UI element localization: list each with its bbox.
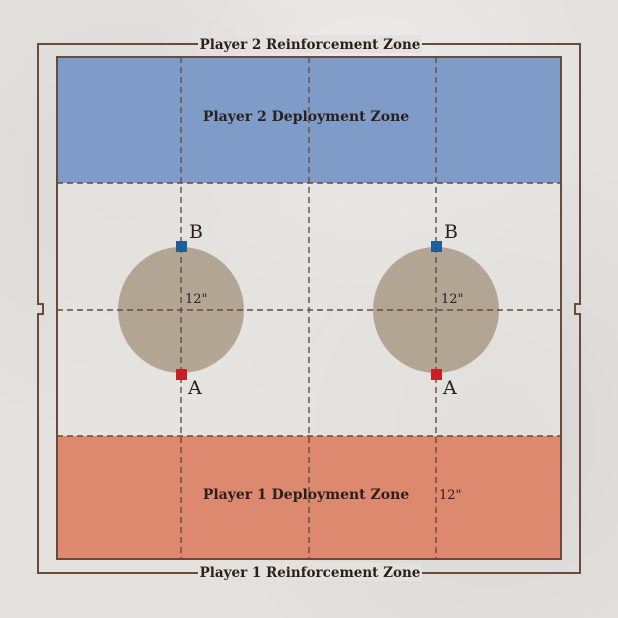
objective-label-a-right: A: [442, 377, 457, 399]
objective-marker-a-right: [431, 369, 442, 380]
player1-reinforcement-label: Player 1 Reinforcement Zone: [200, 565, 421, 581]
player2-reinforcement-label: Player 2 Reinforcement Zone: [200, 37, 421, 53]
objective-label-a-left: A: [187, 377, 202, 399]
radius-label-left: 12": [185, 292, 208, 307]
player2-deployment-label: Player 2 Deployment Zone: [203, 109, 409, 125]
radius-label-right: 12": [441, 292, 464, 307]
player1-deployment-label: Player 1 Deployment Zone: [203, 487, 409, 503]
objective-label-b-right: B: [444, 221, 458, 243]
objective-marker-b-right: [431, 241, 442, 252]
reinforcement-top-bg: [198, 35, 422, 53]
objective-label-b-left: B: [189, 221, 203, 243]
objective-marker-a-left: [176, 369, 187, 380]
measurement-label-bottom: 12": [439, 488, 462, 503]
grid-lines: [57, 57, 561, 559]
objective-marker-b-left: [176, 241, 187, 252]
reinforcement-border: [37, 43, 581, 574]
reinforcement-bottom-bg: [198, 563, 422, 581]
